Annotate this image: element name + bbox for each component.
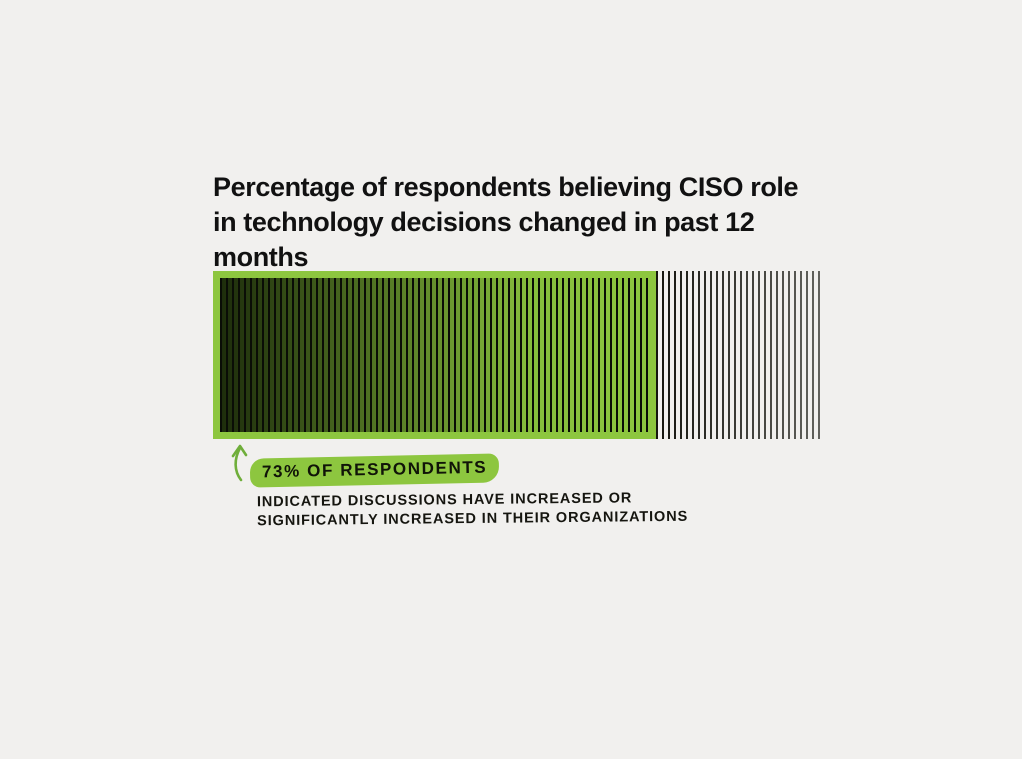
striped-bar-chart	[213, 271, 820, 439]
bar-segment-highlighted	[213, 271, 657, 439]
curved-up-arrow-icon	[231, 444, 248, 482]
annotation-detail-line2: SIGNIFICANTLY INCREASED IN THEIR ORGANIZ…	[257, 508, 689, 530]
chart-title: Percentage of respondents believing CISO…	[213, 172, 799, 272]
annotation-detail-text: INDICATED DISCUSSIONS HAVE INCREASED OR …	[257, 489, 688, 532]
annotation-highlight-label: 73% OF RESPONDENTS	[249, 453, 500, 488]
bar-segment-remainder	[656, 271, 820, 439]
